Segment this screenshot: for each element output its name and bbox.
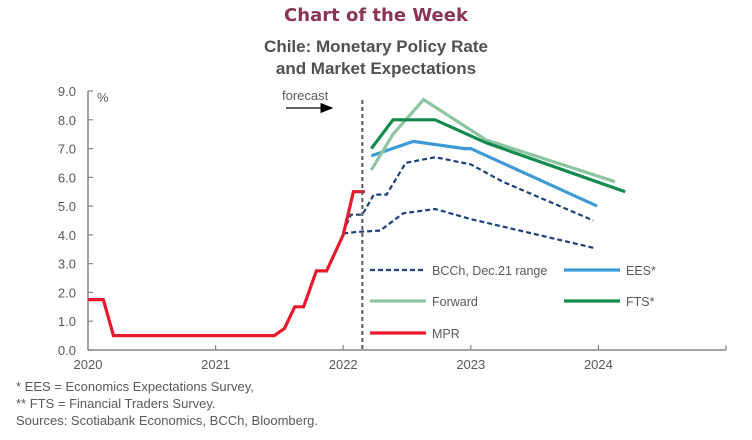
y-tick-label: 8.0 [58,113,76,128]
axes: 0.0 1.0 2.0 3.0 4.0 5.0 6.0 7.0 8.0 9.0 2020 2021 20… [58,84,727,372]
legend-item-forward: Forward [370,295,478,309]
chart-title: Chile: Monetary Policy Rate and Market E… [0,36,752,80]
series-line-mpr [88,190,365,338]
series-line-ees [370,139,598,208]
series-layer [88,97,626,338]
series-bcch_lower [343,207,594,249]
x-tick-label: 2023 [456,357,485,372]
chart-title-line-1: Chile: Monetary Policy Rate [264,37,488,56]
x-tick-label: 2024 [584,357,613,372]
annotation-layer: forecast % [97,88,364,350]
legend-label: EES* [626,264,656,278]
series-ees [370,139,598,208]
legend-item-bcch_upper: BCCh, Dec.21 range [370,264,547,278]
footnote-ees: * EES = Economics Expectations Survey, [16,379,254,394]
series-fts [370,118,626,194]
footnote-sources: Sources: Scotiabank Economics, BCCh, Blo… [16,413,319,428]
y-tick-label: 9.0 [58,84,76,99]
legend: BCCh, Dec.21 range EES* Forward FTS* MPR [370,264,656,341]
series-forward [369,97,616,184]
x-tick-label: 2022 [329,357,358,372]
forecast-label: forecast [282,88,329,103]
series-line-bcch_lower [343,207,594,249]
y-tick-label: 2.0 [58,285,76,300]
y-tick-label: 4.0 [58,228,76,243]
y-tick-label: 7.0 [58,142,76,157]
legend-label: MPR [432,327,460,341]
y-tick-label: 1.0 [58,314,76,329]
y-axis-unit: % [97,90,109,105]
series-line-forward [369,97,616,184]
legend-item-fts: FTS* [564,295,655,309]
y-tick-label: 0.0 [58,343,76,358]
series-line-fts [370,118,626,194]
legend-label: BCCh, Dec.21 range [432,264,547,278]
footnote-fts: ** FTS = Financial Traders Survey. [16,396,216,411]
legend-item-ees: EES* [564,264,656,278]
legend-item-mpr: MPR [370,327,460,341]
x-tick-label: 2021 [201,357,230,372]
y-tick-label: 5.0 [58,199,76,214]
y-tick-label: 3.0 [58,257,76,272]
legend-label: FTS* [626,295,655,309]
series-mpr [88,190,365,338]
legend-label: Forward [432,295,478,309]
series-bcch_upper [342,156,594,233]
y-tick-label: 6.0 [58,170,76,185]
x-tick-label: 2020 [74,357,103,372]
chart-title-line-2: and Market Expectations [275,59,477,78]
footnotes: * EES = Economics Expectations Survey, *… [16,378,318,429]
chart-kicker: Chart of the Week [284,5,468,26]
series-line-bcch_upper [342,156,594,233]
